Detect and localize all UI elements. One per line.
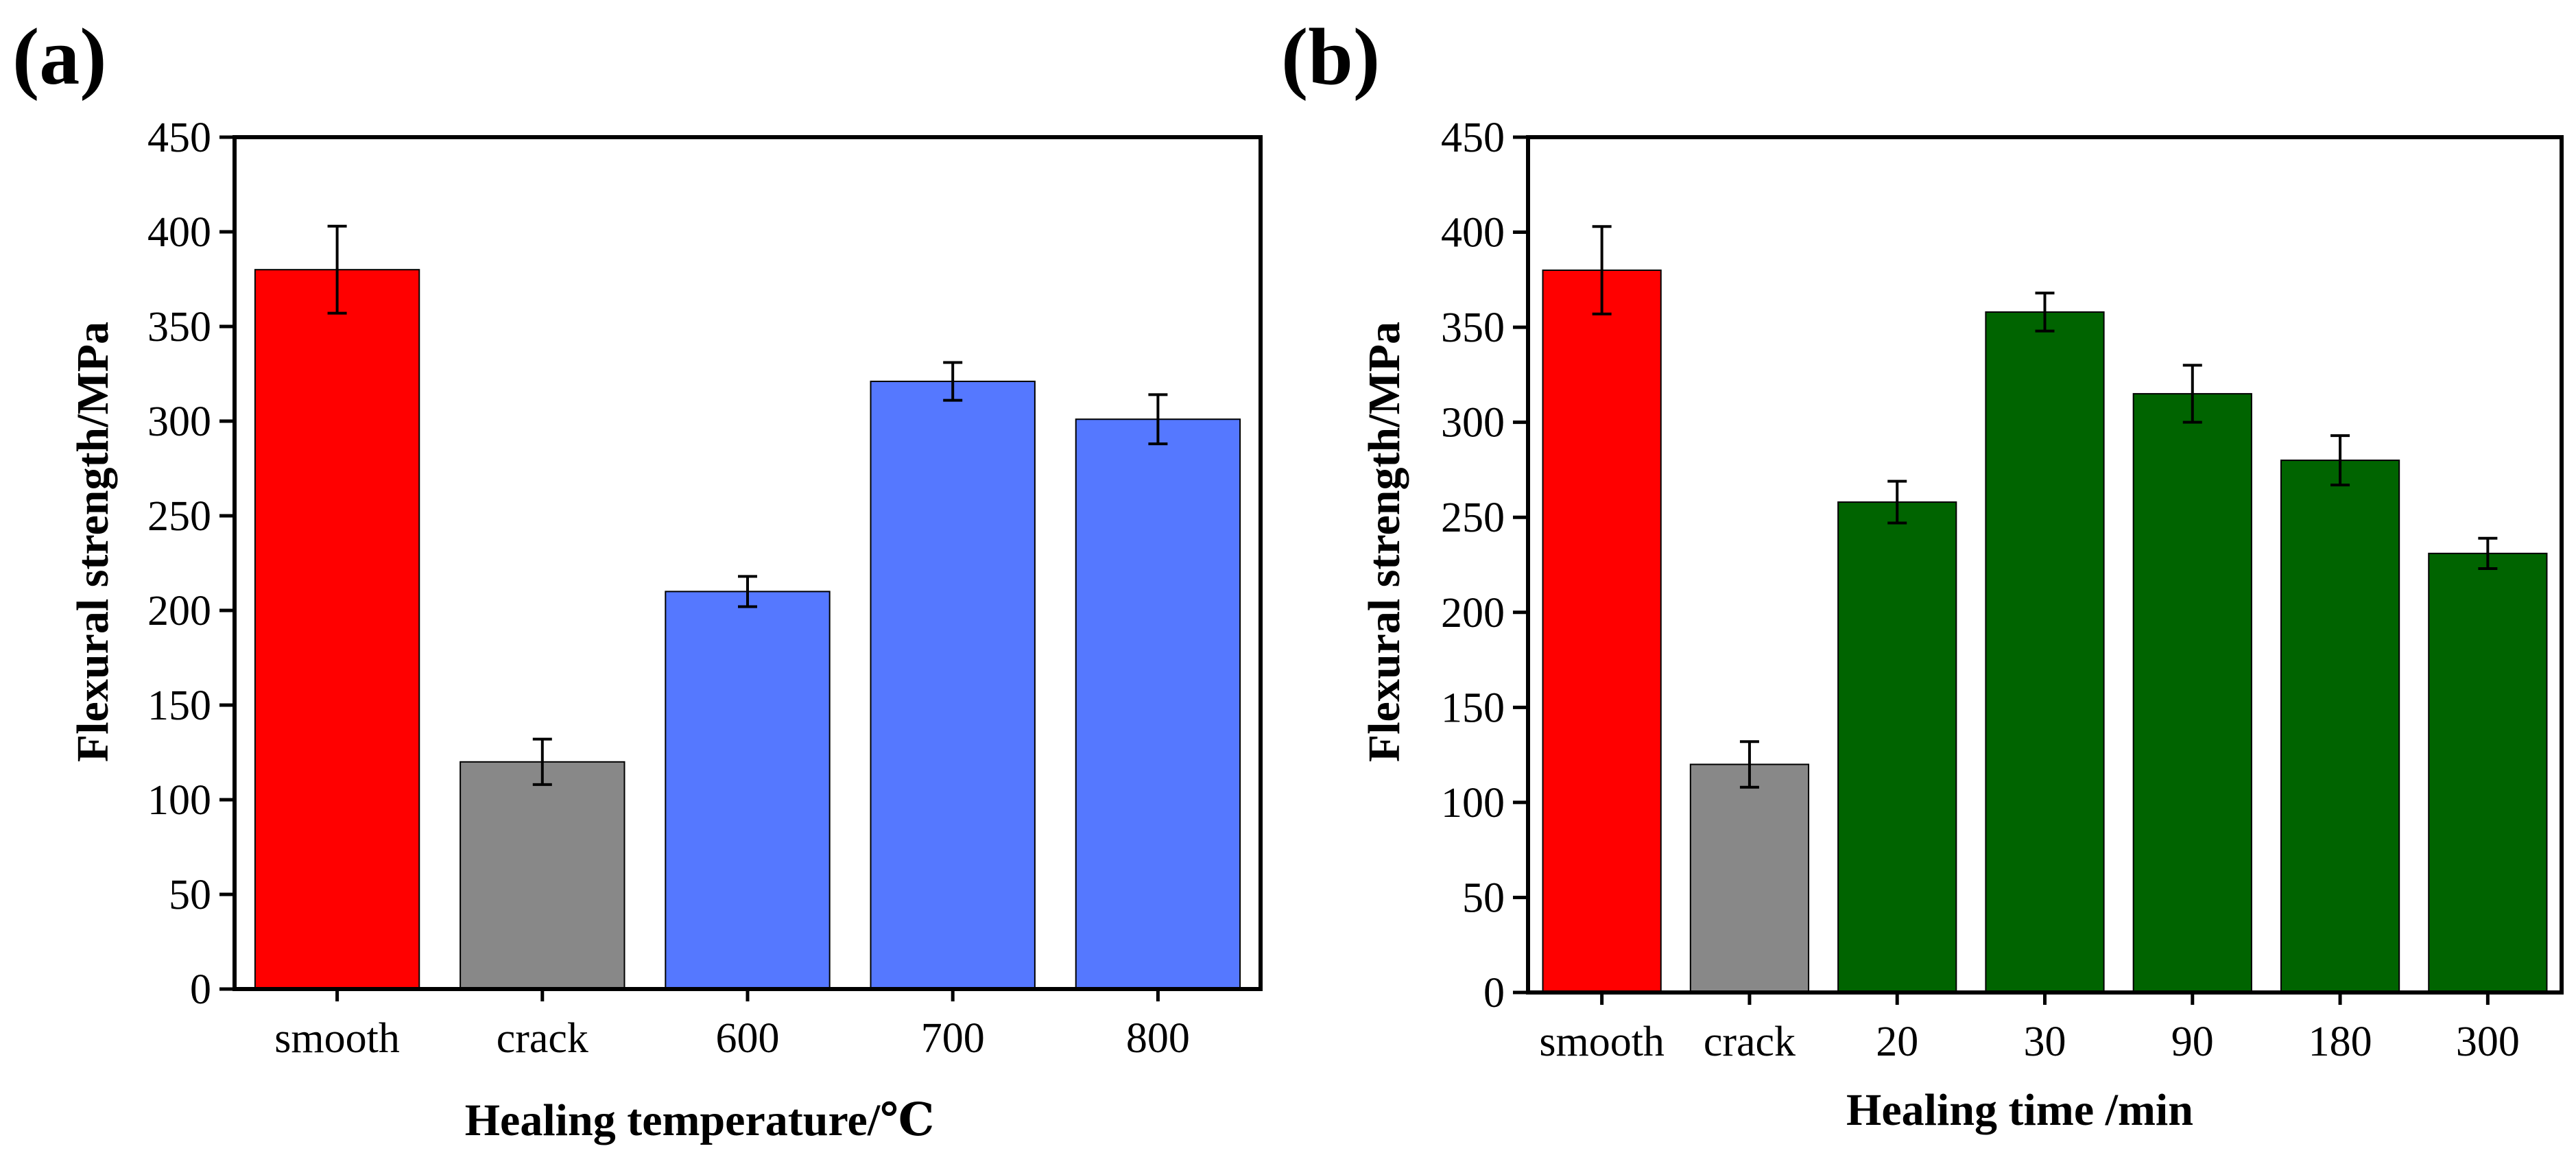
- bar-smooth: [254, 269, 420, 990]
- y-tick-label: 100: [1441, 780, 1505, 826]
- error-bar-90: [2182, 364, 2202, 424]
- x-category-label: smooth: [274, 1015, 400, 1062]
- y-tick-label: 150: [1441, 685, 1505, 731]
- error-bar-700: [943, 361, 963, 402]
- x-category-label: 300: [2456, 1019, 2520, 1065]
- y-tick-label: 350: [1441, 305, 1505, 351]
- error-bar-30: [2035, 292, 2055, 333]
- x-ticks-b: smooth crack 20 30 90 180 300: [1539, 992, 2520, 1065]
- y-tick-label: 400: [147, 209, 211, 256]
- bar-800: [1075, 418, 1241, 990]
- panel-label-b: (b): [1281, 12, 1380, 102]
- y-tick-label: 400: [1441, 210, 1505, 257]
- y-tick-label: 250: [147, 493, 211, 540]
- bar-smooth: [1542, 269, 1662, 993]
- errorbars-a: [327, 224, 1168, 786]
- error-bar-crack: [532, 737, 552, 786]
- bar-crack: [1689, 763, 1810, 993]
- bar-600: [665, 591, 831, 990]
- x-ticks-a: smooth crack 600 700 800: [274, 989, 1190, 1062]
- y-tick-label: 450: [1441, 115, 1505, 161]
- panel-label-a: (a): [12, 12, 107, 102]
- bar-30: [1985, 311, 2105, 994]
- bar-20: [1837, 501, 1957, 993]
- x-category-label: crack: [1704, 1019, 1796, 1065]
- error-bar-crack: [1739, 740, 1759, 789]
- y-tick-label: 0: [190, 966, 211, 1013]
- plot-frame-b: [1526, 135, 2564, 995]
- x-axis-title-b: Healing time /min: [1846, 1085, 2193, 1135]
- error-bar-600: [738, 575, 757, 608]
- y-tick-label: 0: [1483, 970, 1505, 1016]
- bar-90: [2132, 393, 2252, 993]
- bars-a: [254, 269, 1241, 990]
- x-category-label: 700: [921, 1015, 985, 1062]
- x-category-label: 600: [716, 1015, 780, 1062]
- y-tick-label: 200: [1441, 590, 1505, 636]
- x-category-label: 90: [2171, 1019, 2214, 1065]
- y-tick-label: 250: [1441, 495, 1505, 541]
- bar-700: [870, 381, 1036, 990]
- y-tick-label: 300: [1441, 400, 1505, 447]
- bar-300: [2428, 552, 2548, 993]
- y-tick-label: 350: [147, 304, 211, 350]
- y-tick-label: 50: [1462, 874, 1505, 921]
- chart-b: (b) 0 50 100 150 200 250 300 350 400 450 smooth cr…: [1281, 12, 2564, 1135]
- plot-frame-a: [232, 135, 1263, 991]
- x-category-label: 20: [1876, 1019, 1918, 1065]
- y-tick-label: 200: [147, 588, 211, 634]
- x-category-label: crack: [497, 1015, 588, 1062]
- chart-a: (a) 0 50 100 150 200 250 300 350 400 450 smooth cr…: [12, 12, 1263, 1145]
- y-tick-label: 100: [147, 777, 211, 824]
- y-tick-label: 450: [147, 115, 211, 161]
- bars-b: [1542, 269, 2548, 994]
- x-category-label: smooth: [1539, 1019, 1665, 1065]
- y-tick-label: 300: [147, 398, 211, 445]
- bar-crack: [460, 761, 625, 990]
- y-axis-title-a: Flexural strength/MPa: [68, 322, 118, 762]
- error-bar-300: [2478, 536, 2498, 571]
- y-axis-title-b: Flexural strength/MPa: [1359, 322, 1409, 762]
- x-category-label: 800: [1126, 1015, 1190, 1062]
- y-tick-label: 150: [147, 682, 211, 729]
- y-ticks-b: 0 50 100 150 200 250 300 350 400 450: [1441, 115, 1528, 1016]
- x-axis-title-a: Healing temperature/℃: [465, 1095, 935, 1145]
- y-tick-label: 50: [169, 872, 211, 918]
- x-category-label: 180: [2309, 1019, 2372, 1065]
- error-bar-smooth: [1592, 225, 1612, 316]
- error-bar-smooth: [327, 224, 347, 315]
- error-bar-180: [2330, 434, 2350, 487]
- bar-180: [2280, 460, 2400, 993]
- error-bar-800: [1148, 393, 1168, 446]
- errorbars-b: [1592, 225, 2498, 789]
- y-ticks-a: 0 50 100 150 200 250 300 350 400 450: [147, 115, 235, 1013]
- x-category-label: 30: [2024, 1019, 2066, 1065]
- error-bar-20: [1887, 479, 1907, 525]
